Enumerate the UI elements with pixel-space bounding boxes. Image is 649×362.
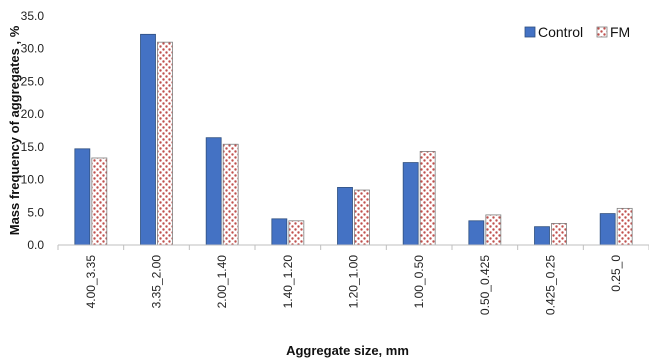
bar-control-0-50-0-425	[468, 220, 485, 246]
x-tick-label-0-425-0-25: 0.425_0.25	[544, 255, 558, 315]
x-tick-label-4-00-3-35: 4.00_3.35	[84, 255, 98, 309]
x-tick-label-2-00-1-40: 2.00_1.40	[215, 255, 229, 309]
x-tick-label-1-00-0-50: 1.00_0.50	[412, 255, 426, 309]
x-tick-label-1-40-1-20: 1.40_1.20	[281, 255, 295, 309]
legend-swatch-fm	[596, 26, 608, 38]
y-axis-title: Mass frequency of aggregates , %	[7, 25, 22, 235]
y-tick-label-15-0: 15.0	[21, 140, 45, 154]
y-tick-label-5-0: 5.0	[27, 205, 44, 219]
bars	[74, 33, 633, 246]
y-tick-label-0-0: 0.0	[27, 238, 44, 252]
legend: Control FM	[524, 24, 630, 40]
bar-control-0-425-0-25	[534, 226, 550, 246]
bar-fm-3-35-2-00	[157, 41, 173, 246]
bar-control-3-35-2-00	[140, 33, 156, 246]
bar-fm-1-20-1-00	[354, 189, 370, 246]
bar-fm-0-50-0-425	[485, 214, 502, 246]
bar-control-1-20-1-00	[337, 187, 353, 246]
bar-control-1-00-0-50	[402, 162, 419, 246]
x-tick-label-0-25-0: 0.25_0	[609, 255, 623, 292]
bar-fm-1-00-0-50	[419, 151, 436, 246]
bar-fm-0-425-0-25	[551, 223, 567, 246]
bar-fm-0-25-0	[616, 207, 633, 246]
y-axis-ticks: 0.0 5.0 10.0 15.0 20.0 25.0 30.0 35.0	[21, 9, 45, 252]
x-axis-title: Aggregate size, mm	[286, 343, 409, 358]
y-tick-label-25-0: 25.0	[21, 74, 45, 88]
bar-fm-4-00-3-35	[91, 157, 108, 246]
y-tick-label-20-0: 20.0	[21, 107, 45, 121]
x-tick-label-1-20-1-00: 1.20_1.00	[347, 255, 361, 309]
bar-control-2-00-1-40	[205, 137, 222, 246]
bar-control-0-25-0	[599, 213, 616, 246]
bar-control-4-00-3-35	[74, 148, 91, 246]
x-tick-label-0-50-0-425: 0.50_0.425	[478, 255, 492, 315]
legend-label-fm: FM	[610, 24, 630, 40]
bar-fm-1-40-1-20	[288, 220, 305, 246]
y-tick-label-35-0: 35.0	[21, 9, 45, 23]
y-tick-label-10-0: 10.0	[21, 173, 45, 187]
legend-label-control: Control	[538, 24, 583, 40]
legend-swatch-control	[524, 26, 536, 38]
bar-control-1-40-1-20	[271, 218, 288, 246]
x-tick-label-3-35-2-00: 3.35_2.00	[150, 255, 164, 309]
bar-fm-2-00-1-40	[222, 143, 239, 246]
y-tick-label-30-0: 30.0	[21, 42, 45, 56]
x-axis-ticks: 4.00_3.35 3.35_2.00 2.00_1.40 1.40_1.20 1.20…	[57, 245, 649, 315]
